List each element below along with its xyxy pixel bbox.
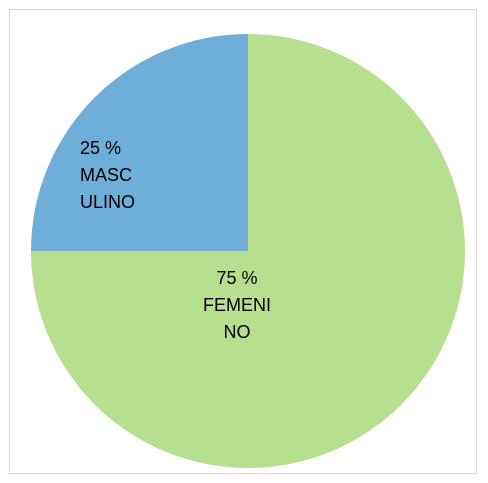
chart-frame — [9, 9, 477, 474]
pie-slice — [31, 34, 248, 251]
category-label: MASCULINO — [80, 165, 136, 212]
value-label: 25 % — [80, 138, 122, 158]
category-label: FEMENINO — [202, 295, 271, 342]
slice-label: 75 % FEMENINO — [201, 265, 273, 346]
value-label: 75 % — [216, 268, 258, 288]
slice-label: 25 % MASCULINO — [80, 135, 140, 216]
